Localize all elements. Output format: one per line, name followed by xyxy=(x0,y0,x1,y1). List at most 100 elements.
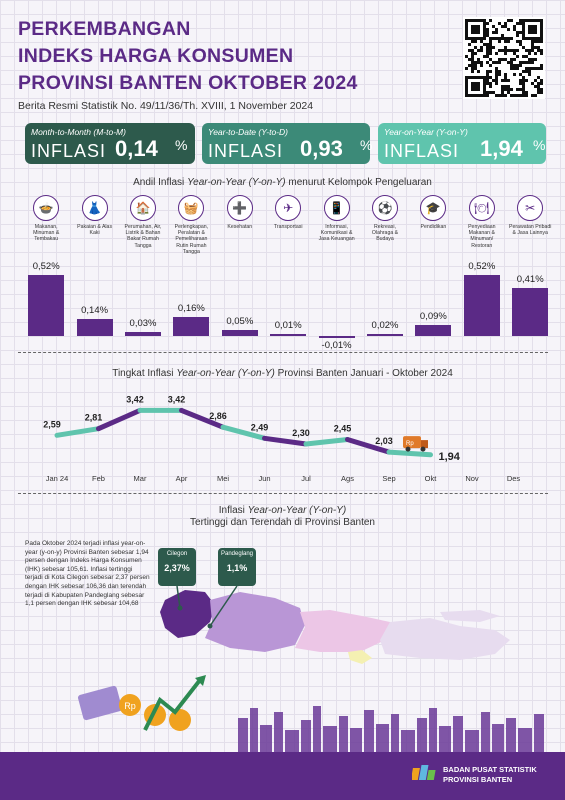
trend-month-label: Nov xyxy=(465,474,479,483)
andil-category-label: Informasi, Komunikasi & Jasa Keuangan xyxy=(318,224,355,243)
andil-bar xyxy=(512,287,549,336)
map-west-java-region xyxy=(205,592,305,652)
map-narrative: Pada Oktober 2024 terjadi inflasi year-o… xyxy=(25,540,150,608)
summary-word: INFLASI xyxy=(208,141,284,161)
bps-org-line-2: PROVINSI BANTEN xyxy=(443,775,513,784)
map-section-title-1: Inflasi Year-on-Year (Y-on-Y) xyxy=(218,505,347,516)
andil-bar-label: 0,01% xyxy=(274,320,302,331)
trend-month-label: Jun xyxy=(258,474,270,483)
food-bowl-icon: 🍲 xyxy=(33,195,60,221)
summary-label: Year-on-Year (Y-on-Y) xyxy=(384,127,468,137)
andil-bar-label: 0,02% xyxy=(371,319,399,331)
bps-org-line-1: BADAN PUSAT STATISTIK xyxy=(443,765,537,774)
andil-bar-label: -0,01% xyxy=(321,340,352,351)
trend-line-segment xyxy=(303,437,350,447)
trend-month-label: Sep xyxy=(382,474,395,483)
release-subtitle: Berita Resmi Statistik No. 49/11/36/Th. … xyxy=(18,100,314,112)
first-aid-icon: ➕ xyxy=(226,195,253,221)
title-line-1: PERKEMBANGAN xyxy=(18,18,191,40)
andil-bar-label: 0,05% xyxy=(226,316,254,328)
summary-box-0: Month-to-Month (M-to-M) INFLASI 0,14% xyxy=(25,123,195,164)
andil-bar xyxy=(221,330,258,336)
summary-unit: % xyxy=(533,137,546,153)
andil-category-label: Pendidikan xyxy=(420,224,447,230)
summary-box-2: Year-on-Year (Y-on-Y) INFLASI 1,94% xyxy=(378,123,546,164)
scissors-comb-icon: ✂ xyxy=(517,195,544,221)
trend-line-chart: Jan 24 Feb Mar Apr Mei Jun Jul Ags Sep Okt Nov Des 2… xyxy=(43,394,521,483)
trend-month-label: Jul xyxy=(301,474,311,483)
trend-point-label: 2,45 xyxy=(334,424,352,434)
dining-icon: 🍽 xyxy=(468,195,495,221)
trend-month-label: Mei xyxy=(217,474,229,483)
trend-month-label: Ags xyxy=(341,474,354,483)
trend-month-label: Okt xyxy=(425,474,438,483)
andil-category-label: Perumahan, Air, Listrik & Bahan Bakar Ru… xyxy=(124,224,162,249)
callout-cilegon-name: Cilegon xyxy=(166,551,188,557)
trend-line-segment xyxy=(262,435,309,447)
andil-category-label: Perawatan Pribadi & Jasa Lainnya xyxy=(508,224,552,237)
trend-month-label: Des xyxy=(507,474,521,483)
andil-bar-label: 0,03% xyxy=(129,318,157,330)
trend-point-label: 2,49 xyxy=(251,422,269,432)
andil-bar xyxy=(28,274,65,336)
trend-line-segment xyxy=(386,449,433,458)
trend-month-label: Mar xyxy=(134,474,147,483)
andil-category-label: Transportasi xyxy=(273,224,303,230)
andil-bar xyxy=(270,334,307,336)
graduation-cap-icon: 🎓 xyxy=(420,195,447,221)
andil-bar-label: 0,52% xyxy=(32,260,60,272)
callout-pandeglang-name: Pandeglang xyxy=(220,551,254,557)
section-divider-1 xyxy=(18,352,548,353)
trend-point-label: 2,03 xyxy=(375,436,393,446)
andil-bar xyxy=(125,332,161,336)
java-map: Rp xyxy=(77,548,544,752)
trend-month-label: Feb xyxy=(92,474,105,483)
bps-logo-icon xyxy=(412,765,436,780)
title-line-2: INDEKS HARGA KONSUMEN xyxy=(18,45,294,67)
map-madura-region xyxy=(440,610,500,622)
trend-line-segment xyxy=(220,424,267,441)
trend-point-label: 2,59 xyxy=(43,419,61,429)
andil-category-label: Kesehatan xyxy=(227,224,253,230)
qr-code-icon[interactable] xyxy=(463,17,545,99)
map-yogyakarta-region xyxy=(348,650,372,664)
summary-box-1: Year-to-Date (Y-to-D) INFLASI 0,93% xyxy=(202,123,372,164)
map-central-java-region xyxy=(295,610,390,652)
appliance-icon: 🧺 xyxy=(178,195,205,221)
andil-bar xyxy=(463,274,500,336)
summary-word: INFLASI xyxy=(384,141,460,161)
summary-label: Month-to-Month (M-to-M) xyxy=(31,127,126,137)
summary-value: 1,94 xyxy=(480,136,523,161)
summary-label: Year-to-Date (Y-to-D) xyxy=(208,127,288,137)
andil-bar xyxy=(76,319,113,336)
trend-line-segment xyxy=(96,407,143,432)
andil-bar xyxy=(318,336,355,338)
andil-bar-label: 0,52% xyxy=(468,260,496,272)
trend-point-label: 3,42 xyxy=(126,394,144,404)
svg-text:Rp: Rp xyxy=(124,701,136,711)
summary-unit: % xyxy=(175,137,188,153)
andil-category-label: Perlengkapan, Peralatan & Pemeliharaan R… xyxy=(174,224,209,255)
andil-bar xyxy=(415,325,452,336)
callout-pandeglang-value: 1,1% xyxy=(226,563,248,573)
andil-bar-label: 0,09% xyxy=(419,311,447,323)
callout-pandeglang: Pandeglang 1,1% xyxy=(218,551,256,573)
footer-band xyxy=(0,752,565,800)
trend-line-segment xyxy=(54,426,101,438)
summary-value: 0,14 xyxy=(115,136,158,161)
airplane-icon: ✈ xyxy=(275,195,302,221)
callout-cilegon: Cilegon 2,37% xyxy=(158,551,196,573)
dress-icon: 👗 xyxy=(81,195,108,221)
trend-line-segment xyxy=(345,437,392,455)
andil-category-label: Rekreasi, Olahraga & Budaya xyxy=(371,224,399,243)
andil-category-label: Pakaian & Alas Kaki xyxy=(77,224,113,237)
andil-bar xyxy=(173,317,210,336)
trend-section-title: Tingkat Inflasi Year-on-Year (Y-on-Y) Pr… xyxy=(112,368,453,379)
trend-point-label: 2,81 xyxy=(85,413,103,423)
trend-point-label: 3,42 xyxy=(168,394,186,404)
summary-value: 0,93 xyxy=(300,136,343,161)
trend-point-label: 2,86 xyxy=(209,411,227,421)
trend-point-label: 1,94 xyxy=(439,451,461,463)
andil-bar-label: 0,14% xyxy=(81,305,109,317)
